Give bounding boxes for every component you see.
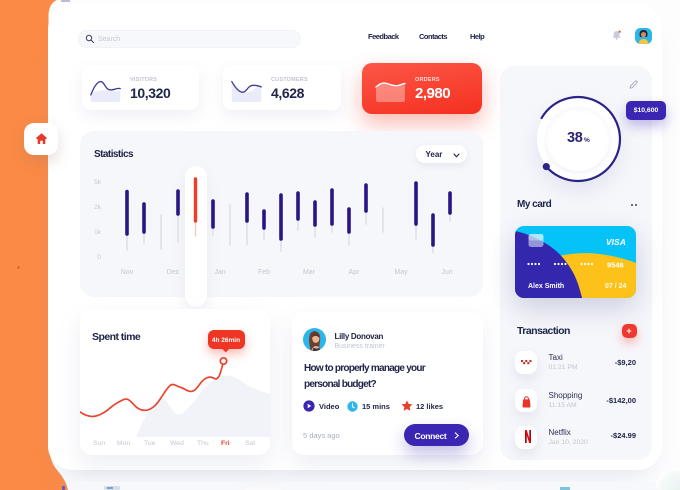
svg-text:Alex Smith: Alex Smith [528, 283, 564, 290]
svg-text:07 / 24: 07 / 24 [605, 283, 627, 290]
svg-text:VISA: VISA [606, 237, 626, 247]
svg-text:9546: 9546 [607, 261, 624, 270]
